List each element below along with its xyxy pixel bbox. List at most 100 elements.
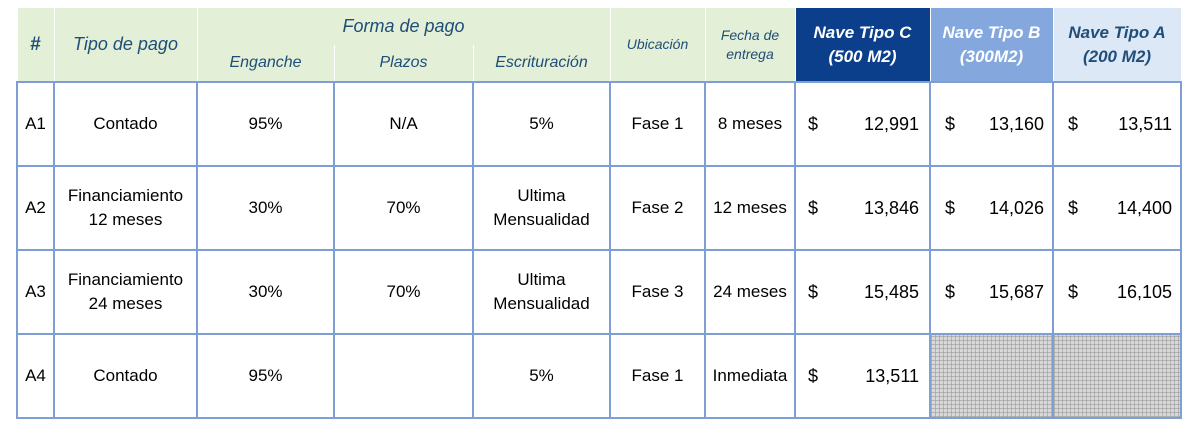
escrituracion-line2: Mensualidad [493, 210, 590, 229]
header-nave-a-line2: (200 M2) [1082, 46, 1152, 66]
header-fecha-entrega: Fecha de entrega [704, 8, 796, 82]
pricing-table-container: # Tipo de pago Forma de pago Ubicación F… [16, 8, 1182, 419]
enganche-text: 95% [248, 366, 283, 385]
fecha-text: 24 meses [713, 282, 787, 301]
header-nave-a-line1: Nave Tipo A [1068, 22, 1166, 42]
tipo-line1: Contado [93, 114, 158, 133]
row-ubicacion: Fase 1 [609, 333, 706, 419]
currency-symbol: $ [1068, 282, 1079, 302]
escrituracion-line1: 5% [529, 366, 554, 385]
row-nave-b-unavailable [929, 333, 1054, 419]
row-enganche: 30% [196, 165, 335, 251]
row-tipo-pago: Contado [53, 81, 198, 167]
header-nave-c-line2: (500 M2) [828, 46, 897, 66]
row-plazos: 70% [333, 249, 474, 335]
tipo-line1: Contado [93, 366, 158, 385]
currency-symbol: $ [945, 198, 956, 218]
price-value: 15,687 [988, 282, 1044, 302]
row-fecha: 12 meses [704, 165, 796, 251]
row-escrituracion: 5% [472, 333, 611, 419]
enganche-text: 30% [248, 282, 283, 301]
currency-symbol: $ [808, 282, 819, 302]
ubicacion-text: Fase 1 [631, 366, 684, 385]
price-value: 13,511 [1118, 114, 1172, 134]
row-escrituracion: Ultima Mensualidad [472, 165, 611, 251]
fecha-text: 8 meses [717, 114, 783, 133]
row-escrituracion: Ultima Mensualidad [472, 249, 611, 335]
row-nave-a-unavailable [1052, 333, 1182, 419]
row-id: A4 [16, 333, 55, 419]
pricing-table: # Tipo de pago Forma de pago Ubicación F… [16, 8, 1182, 419]
fecha-text: 12 meses [713, 198, 787, 217]
row-id-text: A4 [25, 366, 46, 385]
plazos-text: N/A [389, 114, 418, 133]
header-hash: # [16, 8, 55, 82]
table-row: A2 Financiamiento 12 meses 30% 70% Ultima Mens… [16, 165, 1182, 251]
row-nave-c-price: $13,846 [794, 165, 931, 251]
header-ubicacion: Ubicación [609, 8, 706, 82]
header-nave-a: Nave Tipo A (200 M2) [1052, 8, 1182, 82]
price-value: 13,846 [863, 198, 919, 218]
enganche-text: 30% [248, 198, 283, 217]
row-fecha: 8 meses [704, 81, 796, 167]
row-nave-a-price: $13,511 [1052, 81, 1182, 167]
row-enganche: 95% [196, 333, 335, 419]
row-enganche: 95% [196, 81, 335, 167]
header-forma-pago: Forma de pago [196, 8, 611, 45]
row-ubicacion: Fase 1 [609, 81, 706, 167]
price-value: 12,991 [863, 114, 919, 134]
ubicacion-text: Fase 2 [631, 198, 684, 217]
table-header: # Tipo de pago Forma de pago Ubicación F… [16, 8, 1182, 82]
row-plazos: 70% [333, 165, 474, 251]
currency-symbol: $ [808, 366, 819, 386]
row-id: A2 [16, 165, 55, 251]
header-escrituracion: Escrituración [472, 45, 611, 82]
tipo-line2: 24 meses [88, 294, 163, 313]
tipo-line2: 12 meses [88, 210, 163, 229]
price-value: 16,105 [1116, 282, 1172, 302]
row-tipo-pago: Contado [53, 333, 198, 419]
tipo-line1: Financiamiento [67, 186, 184, 205]
row-fecha: 24 meses [704, 249, 796, 335]
enganche-text: 95% [248, 114, 283, 133]
row-nave-b-price: $13,160 [929, 81, 1054, 167]
row-id-text: A3 [25, 282, 46, 301]
header-nave-c: Nave Tipo C (500 M2) [794, 8, 931, 82]
row-fecha: Inmediata [704, 333, 796, 419]
price-value: 14,026 [988, 198, 1044, 218]
fecha-text: Inmediata [712, 366, 788, 385]
price-value: 13,511 [865, 366, 919, 386]
currency-symbol: $ [1068, 114, 1079, 134]
ubicacion-text: Fase 3 [631, 282, 684, 301]
escrituracion-line1: Ultima [517, 270, 566, 289]
currency-symbol: $ [945, 114, 956, 134]
header-tipo-pago: Tipo de pago [53, 8, 198, 82]
row-id: A1 [16, 81, 55, 167]
row-nave-a-price: $14,400 [1052, 165, 1182, 251]
header-fecha-line1: Fecha de [720, 26, 780, 43]
escrituracion-line2: Mensualidad [493, 294, 590, 313]
ubicacion-text: Fase 1 [631, 114, 684, 133]
plazos-text: 70% [386, 282, 421, 301]
row-nave-c-price: $12,991 [794, 81, 931, 167]
row-nave-a-price: $16,105 [1052, 249, 1182, 335]
row-id-text: A1 [25, 114, 46, 133]
row-nave-b-price: $15,687 [929, 249, 1054, 335]
escrituracion-line1: 5% [529, 114, 554, 133]
row-tipo-pago: Financiamiento 24 meses [53, 249, 198, 335]
row-plazos: N/A [333, 81, 474, 167]
row-plazos [333, 333, 474, 419]
header-nave-c-line1: Nave Tipo C [813, 22, 912, 42]
header-nave-b-line2: (300M2) [959, 46, 1024, 66]
header-plazos: Plazos [333, 45, 474, 82]
price-value: 14,400 [1116, 198, 1172, 218]
row-id-text: A2 [25, 198, 46, 217]
table-row: A4 Contado 95% 5% Fase 1 Inmediata $13,511 [16, 333, 1182, 419]
tipo-line1: Financiamiento [67, 270, 184, 289]
row-nave-c-price: $15,485 [794, 249, 931, 335]
table-row: A3 Financiamiento 24 meses 30% 70% Ultima Mens… [16, 249, 1182, 335]
plazos-text: 70% [386, 198, 421, 217]
row-nave-c-price: $13,511 [794, 333, 931, 419]
